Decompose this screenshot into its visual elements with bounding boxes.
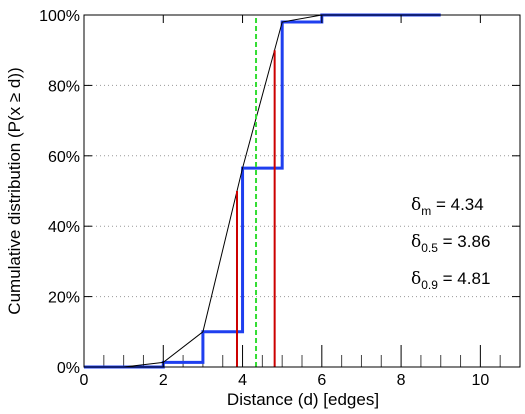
- x-tick-label: 0: [80, 372, 89, 389]
- y-tick-label: 20%: [48, 290, 80, 307]
- statistics-annotations: δm = 4.34 δ0.5 = 3.86 δ0.9 = 4.81: [411, 195, 490, 292]
- stat-annotation-0: δm = 4.34: [411, 195, 484, 218]
- y-axis-label: Cumulative distribution (P(x ≥ d)): [5, 67, 24, 314]
- y-tick-label: 80%: [48, 78, 80, 95]
- y-tick-label: 100%: [39, 8, 80, 25]
- y-tick-label: 0%: [57, 360, 80, 377]
- stat-annotation-2: δ0.9 = 4.81: [411, 269, 490, 292]
- stat-annotation-1: δ0.5 = 3.86: [411, 232, 490, 255]
- x-tick-label: 10: [471, 372, 489, 389]
- series-step-line: [84, 13, 441, 369]
- x-minor-ticks: [103, 355, 501, 367]
- axis-ticks: 0 2 4 6 8 100%20%40%60%80%100%: [39, 8, 520, 389]
- y-tick-label: 40%: [48, 219, 80, 236]
- grid-lines: [84, 84, 520, 298]
- x-tick-label: 2: [159, 372, 168, 389]
- plot-frame: [83, 14, 521, 368]
- x-tick-label: 4: [238, 372, 247, 389]
- series-thin-line: [84, 14, 322, 368]
- x-tick-label: 8: [397, 372, 406, 389]
- x-tick-label: 6: [317, 372, 326, 389]
- x-axis-label: Distance (d) [edges]: [227, 390, 379, 409]
- series-layer: [84, 13, 441, 369]
- reference-lines: [235, 15, 276, 367]
- y-tick-label: 60%: [48, 149, 80, 166]
